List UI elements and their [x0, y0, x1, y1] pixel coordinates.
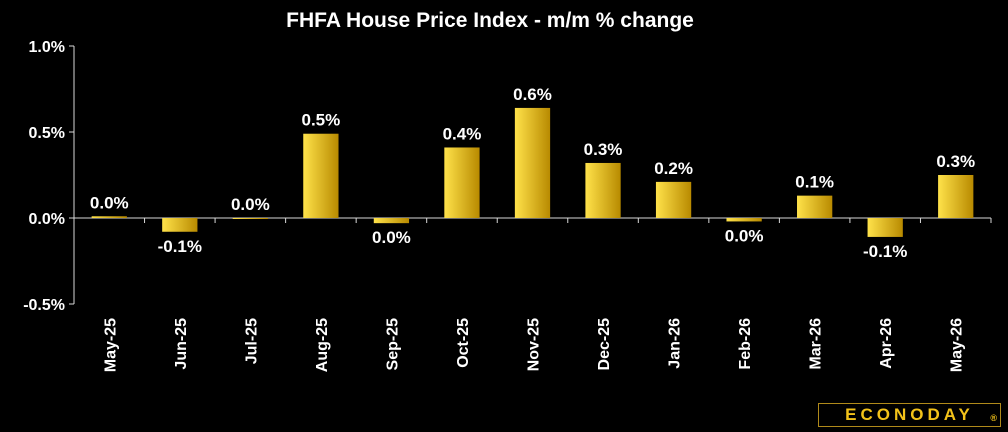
- y-tick-label: 1.0%: [29, 39, 65, 56]
- data-label: 0.1%: [795, 173, 834, 192]
- x-tick-label: Aug-25: [314, 318, 331, 372]
- chart-title: FHFA House Price Index - m/m % change: [286, 9, 694, 32]
- x-tick-label: Jan-26: [667, 318, 684, 369]
- bar: [232, 218, 268, 219]
- x-tick-label: Jun-25: [173, 318, 190, 370]
- data-label: 0.4%: [443, 124, 482, 143]
- bar: [444, 147, 480, 218]
- data-label: 0.3%: [936, 152, 975, 171]
- bar: [162, 218, 198, 232]
- bar: [303, 133, 339, 218]
- x-tick-label: Jul-25: [243, 318, 260, 364]
- y-tick-label: 0.0%: [29, 211, 65, 228]
- data-label: -0.1%: [158, 237, 202, 256]
- x-tick-label: Nov-25: [526, 318, 543, 371]
- data-label: 0.3%: [584, 140, 623, 159]
- data-label: 0.0%: [372, 228, 411, 247]
- data-label: 0.0%: [725, 226, 764, 245]
- y-tick-label: 0.5%: [29, 125, 65, 142]
- logo-registered-mark: ®: [990, 413, 997, 423]
- x-tick-label: Oct-25: [455, 318, 472, 368]
- data-label: 0.5%: [302, 111, 341, 130]
- econoday-logo: ECONODAY ®: [818, 403, 1001, 427]
- bar: [373, 218, 410, 224]
- data-label: 0.0%: [90, 193, 129, 212]
- logo-text: ECONODAY: [845, 405, 974, 424]
- bar: [585, 162, 621, 218]
- x-tick-label: May-25: [102, 318, 119, 372]
- bar: [797, 195, 833, 218]
- data-label: 0.6%: [513, 85, 552, 104]
- y-tick-label: -0.5%: [23, 297, 65, 314]
- plot-area: -0.5% 0.0% 0.5% 1.0% 0.0% May-25 -0.1% Jun-25 0.…: [23, 39, 992, 372]
- x-tick-label: Sep-25: [384, 318, 401, 371]
- bar: [867, 218, 903, 237]
- x-tick-label: May-26: [949, 318, 966, 372]
- x-tick-label: Mar-26: [808, 318, 825, 370]
- x-tick-label: Apr-26: [878, 318, 895, 369]
- data-label: 0.0%: [231, 195, 270, 214]
- bar: [655, 181, 692, 218]
- bar: [938, 175, 974, 218]
- bar: [726, 218, 762, 222]
- data-label: -0.1%: [863, 242, 907, 261]
- bar: [514, 107, 551, 218]
- data-label: 0.2%: [654, 159, 693, 178]
- x-tick-label: Dec-25: [596, 318, 613, 371]
- bar: [91, 216, 127, 218]
- x-tick-label: Feb-26: [737, 318, 754, 370]
